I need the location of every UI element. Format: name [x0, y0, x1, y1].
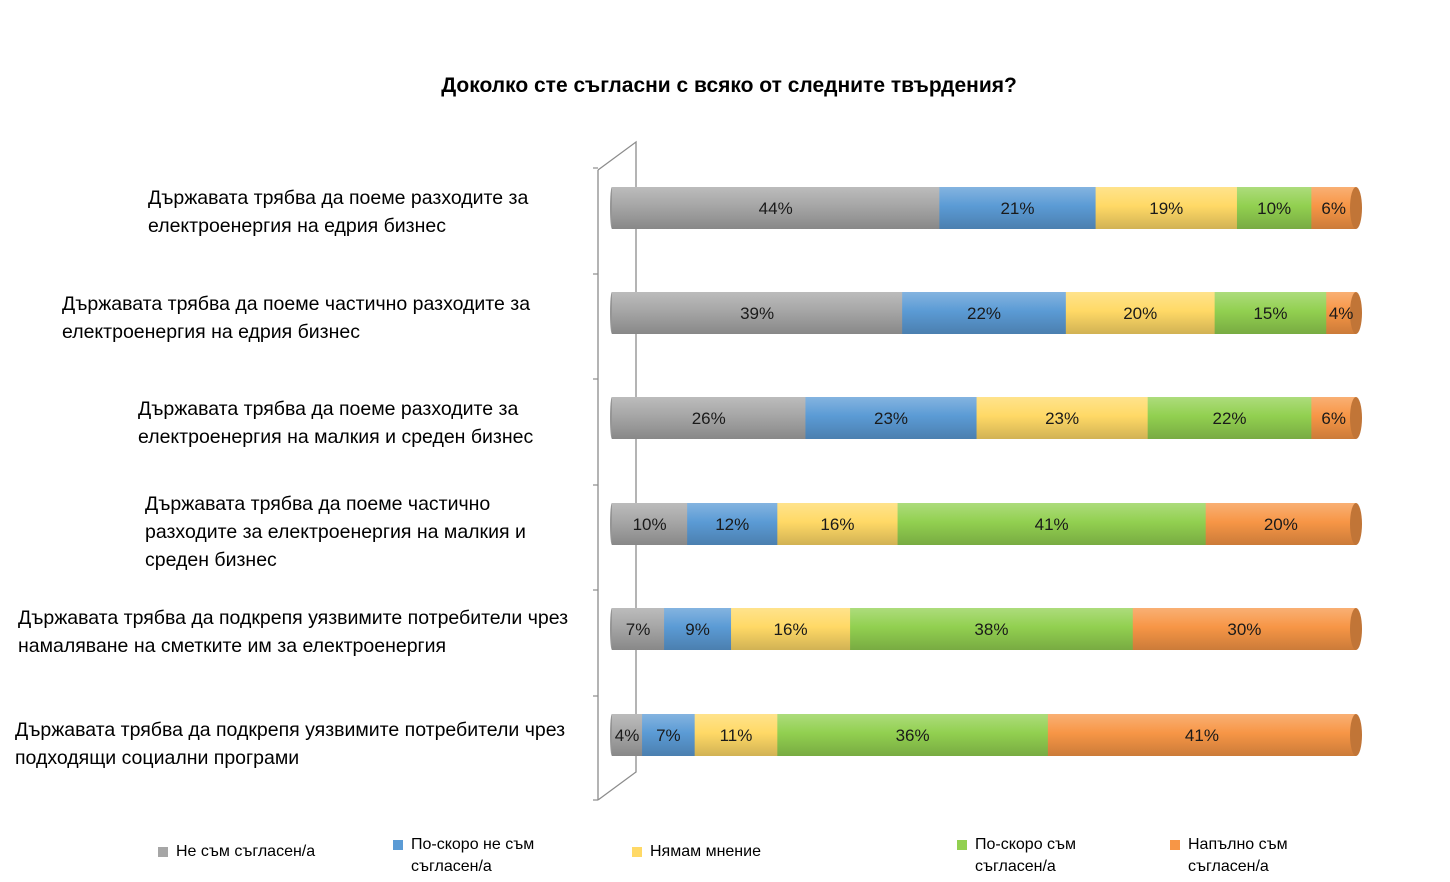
- data-label: 26%: [692, 409, 726, 428]
- data-label: 23%: [1045, 409, 1079, 428]
- legend-label: Нямам мнение: [650, 843, 761, 860]
- data-label: 36%: [896, 726, 930, 745]
- bar-segment: [1311, 397, 1357, 439]
- bar-segment: [1047, 714, 1357, 756]
- bar-segment: [612, 187, 940, 229]
- bar-end-cap: [1350, 714, 1362, 756]
- legend-label: По-скоро не съм съгласен/а: [411, 836, 535, 875]
- data-label: 41%: [1035, 515, 1069, 534]
- bar-end-cap: [1350, 608, 1362, 650]
- data-label: 44%: [759, 199, 793, 218]
- legend-label: Напълно съм съгласен/а: [1188, 836, 1288, 875]
- data-label: 9%: [685, 620, 710, 639]
- bar-segment: [612, 714, 643, 756]
- data-label: 39%: [740, 304, 774, 323]
- bar-end-cap: [1350, 292, 1362, 334]
- legend-label: Не съм съгласен/а: [176, 843, 316, 860]
- data-label: 16%: [774, 620, 808, 639]
- bar-row: 39% 22% 20% 15% 4%: [610, 292, 1362, 334]
- bar-segment: [902, 292, 1067, 334]
- data-label: 15%: [1253, 304, 1287, 323]
- bar-segment: [939, 187, 1097, 229]
- bar-row: 7% 9% 16% 38% 30%: [610, 608, 1362, 650]
- bar-row: 26% 23% 23% 22% 6%: [610, 397, 1362, 439]
- bar-segment: [664, 608, 732, 650]
- bar-segment: [1132, 608, 1357, 650]
- bar-end-cap: [1350, 187, 1362, 229]
- bar-segment: [731, 608, 851, 650]
- data-label: 22%: [967, 304, 1001, 323]
- bar-segment: [612, 397, 806, 439]
- legend-label: По-скоро съм съгласен/а: [975, 836, 1077, 875]
- bar-segment: [805, 397, 978, 439]
- data-label: 11%: [720, 726, 753, 745]
- bar-segment: [1147, 397, 1312, 439]
- data-label: 19%: [1149, 199, 1183, 218]
- bar-segment: [1205, 503, 1357, 545]
- bar-segment: [642, 714, 696, 756]
- data-label: 38%: [974, 620, 1008, 639]
- data-label: 41%: [1185, 726, 1219, 745]
- bar-segment: [687, 503, 778, 545]
- bars-area: 44% 21% 19% 10% 6% 39% 22% 20% 15% 4% 26% 23% 23% 22%…: [610, 187, 1362, 756]
- category-label: Държавата трябва да поеме частично разхо…: [145, 493, 526, 571]
- bar-segment: [850, 608, 1134, 650]
- data-label: 10%: [633, 515, 667, 534]
- bar-row: 10% 12% 16% 41% 20%: [610, 503, 1362, 545]
- chart-title: Доколко сте съгласни с всяко от следните…: [441, 74, 1017, 97]
- bar-segment: [897, 503, 1207, 545]
- data-label: 10%: [1257, 199, 1291, 218]
- axis-wall: [597, 140, 637, 801]
- bar-segment: [612, 292, 903, 334]
- data-label: 22%: [1213, 409, 1247, 428]
- data-label: 30%: [1227, 620, 1261, 639]
- data-label: 12%: [715, 515, 749, 534]
- category-label: Държавата трябва да поеме разходите за е…: [148, 187, 529, 237]
- bar-segment: [1311, 187, 1357, 229]
- bar-segment: [777, 714, 1049, 756]
- legend-item: Не съм съгласен/а: [158, 841, 358, 863]
- bar-segment: [976, 397, 1149, 439]
- bar-segment: [694, 714, 778, 756]
- bar-segment: [1095, 187, 1238, 229]
- data-label: 20%: [1123, 304, 1157, 323]
- legend-swatch: [1170, 840, 1180, 850]
- legend-item: Напълно съм съгласен/а: [1170, 834, 1360, 878]
- category-label: Държавата трябва да подкрепя уязвимите п…: [18, 607, 569, 657]
- legend-swatch: [632, 847, 642, 857]
- legend-swatch: [957, 840, 967, 850]
- legend-item: По-скоро съм съгласен/а: [957, 834, 1147, 878]
- data-label: 4%: [615, 726, 640, 745]
- bar-segment: [1236, 187, 1312, 229]
- bar-segment: [1065, 292, 1216, 334]
- data-label: 6%: [1321, 199, 1346, 218]
- bar-segment: [777, 503, 899, 545]
- category-label: Държавата трябва да поеме разходите за е…: [138, 398, 534, 448]
- legend-swatch: [393, 840, 403, 850]
- data-label: 4%: [1329, 304, 1354, 323]
- bar-segment: [612, 608, 665, 650]
- bar-row: 44% 21% 19% 10% 6%: [610, 187, 1362, 229]
- bar-end-cap: [1350, 397, 1362, 439]
- data-label: 7%: [656, 726, 681, 745]
- bar-segment: [612, 503, 688, 545]
- category-label: Държавата трябва да поеме частично разхо…: [62, 293, 531, 343]
- legend-item: Нямам мнение: [632, 841, 832, 863]
- category-label: Държавата трябва да подкрепя уязвимите п…: [15, 719, 566, 769]
- legend-swatch: [158, 847, 168, 857]
- category-axis: [593, 140, 637, 801]
- data-label: 16%: [820, 515, 854, 534]
- bar-row: 4% 7% 11% 36% 41%: [610, 714, 1362, 756]
- legend-item: По-скоро не съм съгласен/а: [393, 834, 583, 878]
- data-label: 7%: [626, 620, 651, 639]
- bar-segment: [1214, 292, 1327, 334]
- data-label: 21%: [1000, 199, 1034, 218]
- bar-end-cap: [1350, 503, 1362, 545]
- data-label: 20%: [1264, 515, 1298, 534]
- data-label: 6%: [1321, 409, 1346, 428]
- data-label: 23%: [874, 409, 908, 428]
